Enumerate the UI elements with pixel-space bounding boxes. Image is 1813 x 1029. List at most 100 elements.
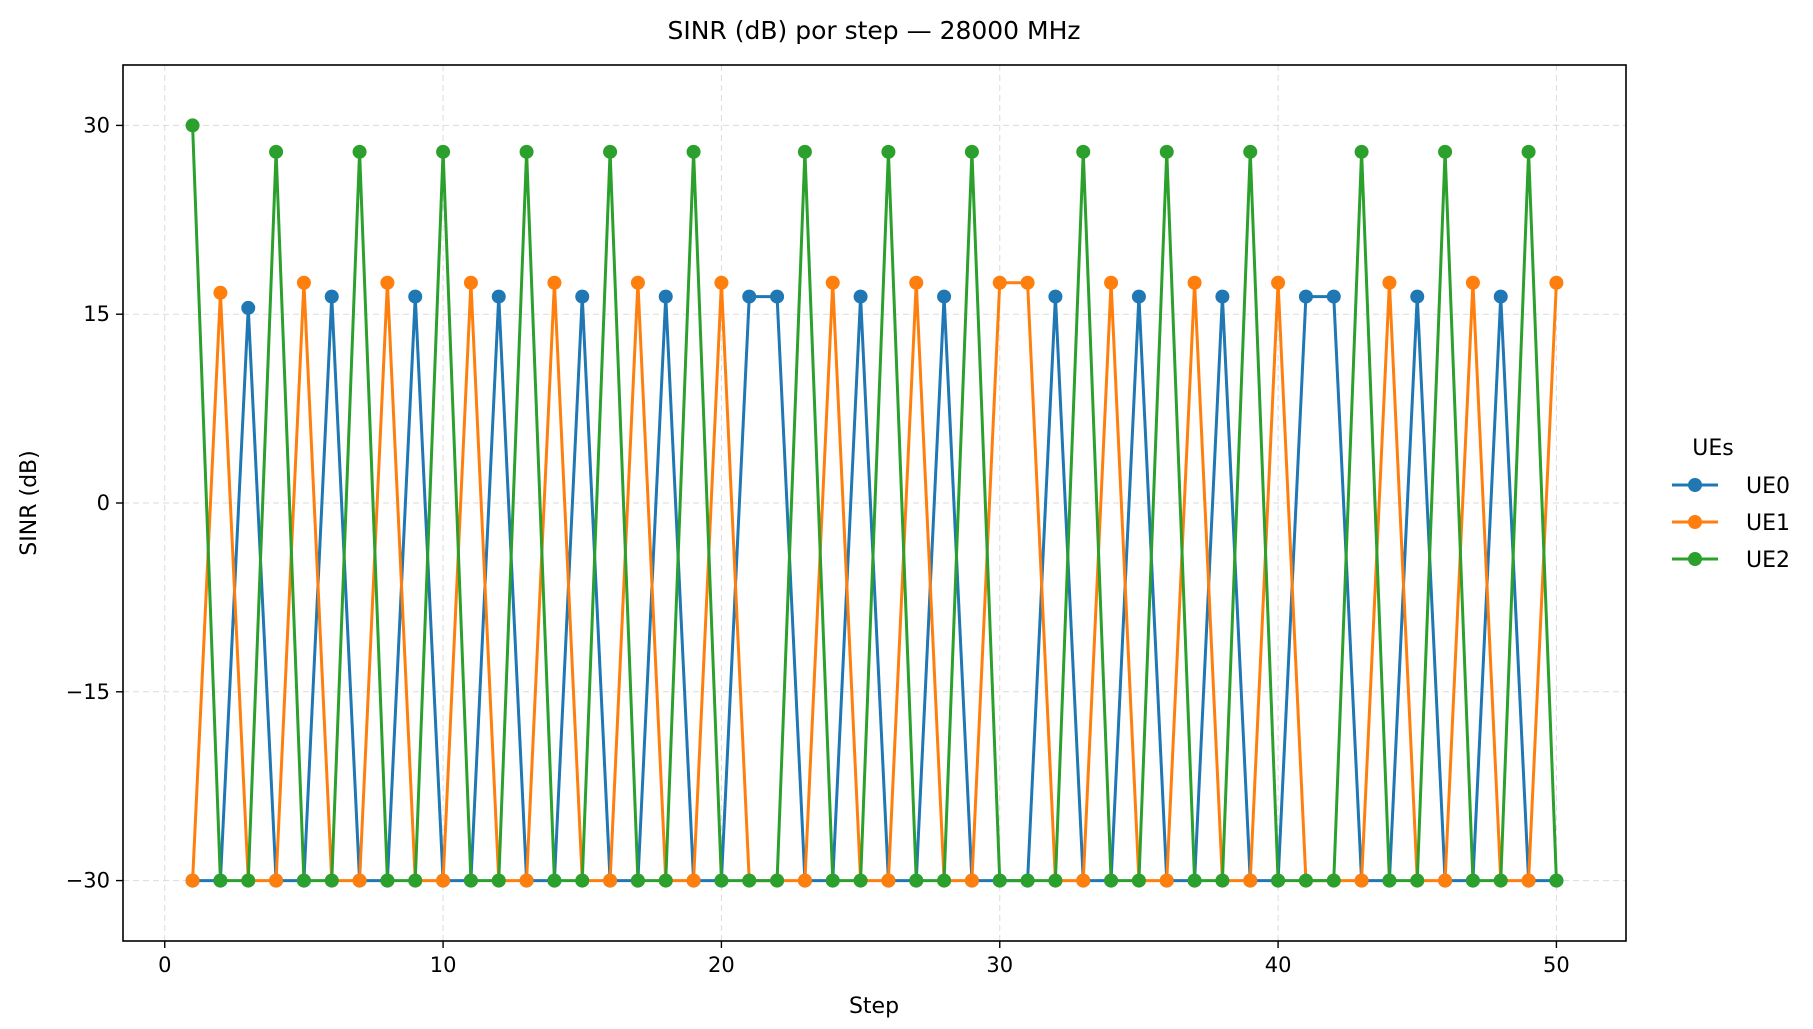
data-point-ue1 — [1354, 873, 1369, 888]
data-point-ue2 — [575, 873, 590, 888]
data-point-ue1 — [1438, 873, 1453, 888]
data-point-ue1 — [269, 873, 284, 888]
data-point-ue2 — [1187, 873, 1202, 888]
data-point-ue2 — [1131, 873, 1146, 888]
data-point-ue0 — [1326, 289, 1341, 304]
data-point-ue2 — [1521, 144, 1536, 159]
data-point-ue2 — [1410, 873, 1425, 888]
data-point-ue2 — [825, 873, 840, 888]
x-tick-label: 20 — [708, 953, 735, 977]
data-point-ue2 — [1020, 873, 1035, 888]
y-axis-label: SINR (dB) — [17, 450, 42, 555]
data-point-ue2 — [1271, 873, 1286, 888]
data-point-ue2 — [742, 873, 757, 888]
data-point-ue0 — [1493, 289, 1508, 304]
data-point-ue2 — [324, 873, 339, 888]
data-point-ue2 — [1493, 873, 1508, 888]
data-point-ue0 — [324, 289, 339, 304]
legend-marker-ue0 — [1688, 478, 1702, 492]
data-point-ue0 — [853, 289, 868, 304]
data-point-ue2 — [797, 144, 812, 159]
data-point-ue0 — [575, 289, 590, 304]
data-point-ue1 — [1020, 275, 1035, 290]
data-point-ue1 — [1076, 873, 1091, 888]
data-point-ue2 — [185, 118, 200, 133]
data-point-ue1 — [463, 275, 478, 290]
data-point-ue1 — [1382, 275, 1397, 290]
legend-label-ue2: UE2 — [1746, 548, 1790, 573]
data-point-ue1 — [603, 873, 618, 888]
data-point-ue2 — [547, 873, 562, 888]
legend-label-ue0: UE0 — [1746, 474, 1790, 499]
series-layer — [185, 118, 1564, 888]
data-point-ue2 — [770, 873, 785, 888]
data-point-ue2 — [992, 873, 1007, 888]
chart-title: SINR (dB) por step — 28000 MHz — [667, 16, 1080, 45]
data-point-ue1 — [714, 275, 729, 290]
data-point-ue2 — [1354, 144, 1369, 159]
data-point-ue2 — [1465, 873, 1480, 888]
data-point-ue0 — [937, 289, 952, 304]
x-tick-label: 50 — [1543, 953, 1570, 977]
data-point-ue2 — [909, 873, 924, 888]
data-point-ue1 — [436, 873, 451, 888]
data-point-ue2 — [853, 873, 868, 888]
data-point-ue2 — [352, 144, 367, 159]
legend-marker-ue2 — [1688, 552, 1702, 566]
data-point-ue2 — [1048, 873, 1063, 888]
data-point-ue0 — [1215, 289, 1230, 304]
data-point-ue1 — [825, 275, 840, 290]
data-point-ue1 — [992, 275, 1007, 290]
data-point-ue2 — [964, 144, 979, 159]
data-point-ue2 — [1549, 873, 1564, 888]
data-point-ue2 — [686, 144, 701, 159]
y-tick-label: 15 — [83, 302, 110, 326]
data-point-ue2 — [1326, 873, 1341, 888]
data-point-ue1 — [630, 275, 645, 290]
data-point-ue2 — [463, 873, 478, 888]
data-point-ue2 — [269, 144, 284, 159]
data-point-ue1 — [1243, 873, 1258, 888]
legend-label-ue1: UE1 — [1746, 511, 1790, 536]
data-point-ue2 — [491, 873, 506, 888]
data-point-ue2 — [296, 873, 311, 888]
legend: UEs UE0 UE1 UE2 — [1672, 436, 1790, 573]
data-point-ue1 — [1271, 275, 1286, 290]
data-point-ue0 — [1410, 289, 1425, 304]
data-point-ue2 — [630, 873, 645, 888]
data-point-ue1 — [797, 873, 812, 888]
data-point-ue1 — [1104, 275, 1119, 290]
data-point-ue1 — [1187, 275, 1202, 290]
data-point-ue1 — [547, 275, 562, 290]
y-tick-label: 0 — [97, 491, 110, 515]
data-point-ue0 — [1298, 289, 1313, 304]
data-point-ue2 — [714, 873, 729, 888]
data-point-ue0 — [408, 289, 423, 304]
data-point-ue0 — [742, 289, 757, 304]
data-point-ue1 — [686, 873, 701, 888]
data-point-ue2 — [408, 873, 423, 888]
data-point-ue1 — [185, 873, 200, 888]
data-point-ue1 — [296, 275, 311, 290]
data-point-ue2 — [519, 144, 534, 159]
data-point-ue2 — [241, 873, 256, 888]
data-point-ue2 — [1076, 144, 1091, 159]
x-axis-label: Step — [849, 994, 899, 1019]
data-point-ue2 — [937, 873, 952, 888]
data-point-ue2 — [380, 873, 395, 888]
data-point-ue0 — [241, 300, 256, 315]
axes: 0 10 20 30 40 50 30 15 0 −15 −30 — [66, 113, 1570, 977]
x-tick-label: 30 — [986, 953, 1013, 977]
data-point-ue1 — [909, 275, 924, 290]
data-point-ue2 — [603, 144, 618, 159]
data-point-ue1 — [1521, 873, 1536, 888]
data-point-ue2 — [436, 144, 451, 159]
data-point-ue2 — [1159, 144, 1174, 159]
legend-title: UEs — [1692, 436, 1733, 461]
x-tick-label: 40 — [1265, 953, 1292, 977]
legend-marker-ue1 — [1688, 515, 1702, 529]
data-point-ue0 — [491, 289, 506, 304]
data-point-ue1 — [1549, 275, 1564, 290]
data-point-ue1 — [519, 873, 534, 888]
